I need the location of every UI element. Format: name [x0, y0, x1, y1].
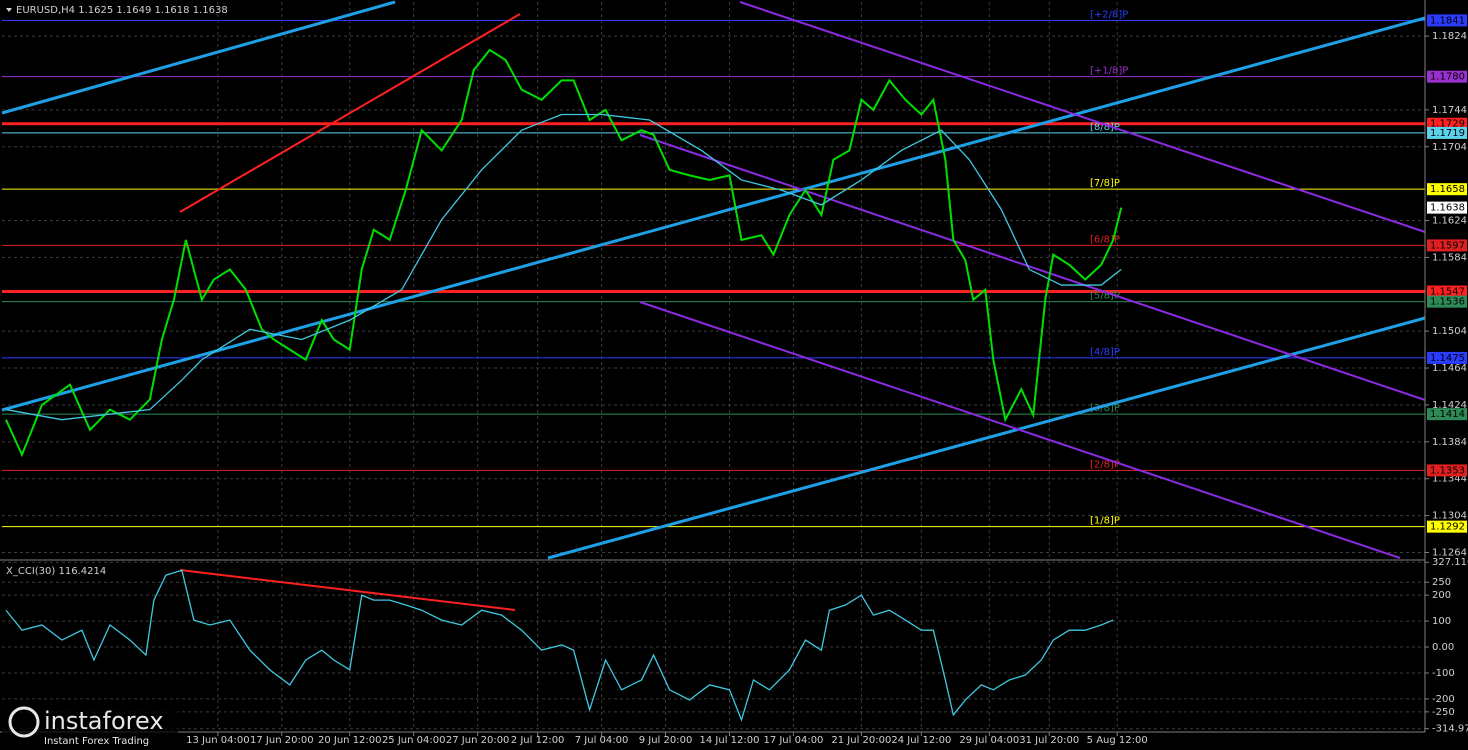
x-tick-label: 13 Jun 04:00	[186, 735, 250, 746]
price-line	[5, 569, 1114, 722]
price-box	[1427, 126, 1467, 139]
price-box	[1427, 520, 1467, 533]
price-box	[1427, 117, 1467, 130]
y-tick-label: -200	[1432, 694, 1455, 705]
divergence-line	[179, 569, 516, 611]
y-tick-label: 100	[1432, 616, 1451, 627]
y-tick-label: -250	[1432, 707, 1455, 718]
price-box	[1427, 285, 1467, 298]
x-tick-label: 7 Jul 04:00	[575, 735, 629, 746]
x-tick-label: 25 Jun 04:00	[382, 735, 446, 746]
indicator-title: X_CCI(30) 116.4214	[6, 566, 106, 577]
level-label: [8/8]P	[1090, 122, 1120, 133]
level-label: [7/8]P	[1090, 178, 1120, 189]
channel-line	[639, 134, 1426, 401]
level-label: [5/8]P	[1090, 291, 1120, 302]
x-tick-label: 14 Jul 12:00	[700, 735, 760, 746]
y-tick-label: 1.1504	[1432, 326, 1467, 337]
y-tick-label: 1.1584	[1432, 252, 1467, 263]
y-tick-label: 1.1744	[1432, 105, 1467, 116]
y-tick-label: 1.1464	[1432, 363, 1467, 374]
y-tick-label: -314.975	[1432, 724, 1468, 735]
y-tick-label: 1.1824	[1432, 31, 1467, 42]
channel-line	[739, 1, 1426, 233]
price-line	[5, 113, 1122, 421]
x-tick-label: 2 Jul 12:00	[511, 735, 565, 746]
y-tick-label: 1.1344	[1432, 474, 1467, 485]
x-tick-label: 17 Jun 20:00	[250, 735, 314, 746]
price-box-label: 1.1547	[1430, 287, 1465, 298]
level-label: [+2/8]P	[1090, 9, 1128, 20]
price-box	[1427, 295, 1467, 308]
x-tick-label: 27 Jun 20:00	[446, 735, 510, 746]
y-tick-label: 1.1624	[1432, 216, 1467, 227]
brand: instaforex	[44, 707, 164, 735]
channel-line	[639, 301, 1401, 559]
watermark: instaforex Instant Forex Trading	[2, 703, 178, 748]
axes: 1.1824 1.1744 1.1704 1.1624 1.1584 1.1504 1.14…	[186, 14, 1468, 746]
price-line	[5, 48, 1123, 458]
trend-line	[1, 16, 1426, 412]
y-tick-label: 1.1704	[1432, 142, 1467, 153]
y-tick-label: -100	[1432, 668, 1455, 679]
tagline: Instant Forex Trading	[44, 736, 149, 747]
price-box-label: 1.1658	[1430, 184, 1465, 195]
x-tick-label: 5 Aug 12:00	[1087, 735, 1148, 746]
price-box	[1427, 183, 1467, 196]
price-box	[1427, 408, 1467, 421]
y-tick-label: 1.1264	[1432, 547, 1467, 558]
logo-icon	[8, 706, 40, 738]
price-box	[1427, 70, 1467, 83]
price-box-label: 1.1414	[1430, 409, 1465, 420]
last-price-box	[1427, 201, 1467, 214]
price-box-label: 1.1780	[1430, 72, 1465, 83]
level-label: [1/8]P	[1090, 516, 1120, 527]
x-tick-label: 9 Jul 20:00	[639, 735, 693, 746]
y-tick-label: 1.1384	[1432, 437, 1467, 448]
y-tick-label: 250	[1432, 577, 1451, 588]
price-box-label: 1.1536	[1430, 297, 1465, 308]
price-box-label: 1.1597	[1430, 240, 1465, 251]
price-box-label: 1.1292	[1430, 522, 1465, 533]
price-box-label: 1.1719	[1430, 128, 1465, 139]
trend-line	[179, 13, 521, 213]
x-tick-label: 17 Jul 04:00	[763, 735, 823, 746]
y-tick-label: 1.1424	[1432, 400, 1467, 411]
x-tick-label: 21 Jul 20:00	[831, 735, 891, 746]
trend-line	[1, 0, 396, 115]
level-label: [6/8]P	[1090, 234, 1120, 245]
y-tick-label: 200	[1432, 590, 1451, 601]
price-box	[1427, 14, 1467, 27]
menu-arrow[interactable]	[6, 8, 12, 12]
levels: [+2/8]P [+1/8]P [8/8]P [7/8]P [6/8]P [5/8]P [4…	[2, 9, 1425, 528]
price-box	[1427, 464, 1467, 477]
price-box-label: 1.1841	[1430, 15, 1465, 26]
x-tick-label: 29 Jul 04:00	[959, 735, 1019, 746]
price-box-label: 1.1475	[1430, 353, 1465, 364]
last-price-label: 1.1638	[1430, 203, 1465, 214]
level-label: [4/8]P	[1090, 347, 1120, 358]
price-box-label: 1.1729	[1430, 119, 1465, 130]
price-box-label: 1.1353	[1430, 465, 1465, 476]
level-label: [2/8]P	[1090, 459, 1120, 470]
trend-lines	[1, 0, 1426, 611]
price-box	[1427, 351, 1467, 364]
x-tick-label: 31 Jul 20:00	[1019, 735, 1079, 746]
trend-line	[547, 316, 1426, 560]
chart-title: EURUSD,H4 1.1625 1.1649 1.1618 1.1638	[16, 5, 228, 16]
x-tick-label: 24 Jul 12:00	[891, 735, 951, 746]
plot	[5, 48, 1123, 722]
y-tick-label: 327.116	[1432, 557, 1468, 568]
y-tick-label: 1.1304	[1432, 511, 1467, 522]
level-label: [3/8]P	[1090, 403, 1120, 414]
y-tick-label: 0.00	[1432, 642, 1454, 653]
price-box	[1427, 239, 1467, 252]
level-label: [+1/8]P	[1090, 66, 1128, 77]
x-tick-label: 20 Jun 12:00	[318, 735, 382, 746]
